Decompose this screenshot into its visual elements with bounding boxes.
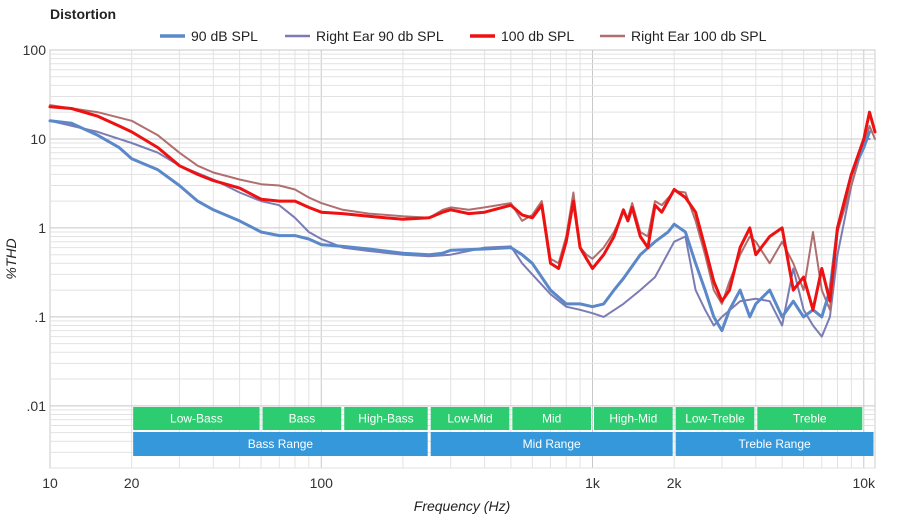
x-tick-label: 10 bbox=[42, 475, 58, 491]
band-box bbox=[512, 407, 592, 430]
band-box bbox=[133, 407, 260, 430]
y-axis-label: %THD bbox=[3, 238, 19, 279]
y-tick-label: .1 bbox=[34, 309, 46, 325]
series-line bbox=[49, 119, 871, 338]
band-label: Low-Mid bbox=[447, 412, 492, 426]
y-tick-label: 100 bbox=[23, 42, 47, 58]
y-axis-ticks: 100 10 1 .1 .01 bbox=[23, 42, 47, 414]
band-label: Treble bbox=[793, 412, 827, 426]
band-box bbox=[133, 432, 428, 456]
band-label: Low-Treble bbox=[685, 412, 745, 426]
band-label: High-Mid bbox=[609, 412, 657, 426]
x-tick-label: 1k bbox=[585, 475, 601, 491]
x-tick-label: 100 bbox=[310, 475, 334, 491]
band-label: Mid Range bbox=[523, 437, 581, 451]
frequency-bands: Low-Bass Bass High-Bass Low-Mid Mid High-Mid L… bbox=[133, 407, 874, 456]
series-line bbox=[48, 105, 877, 312]
band-box bbox=[430, 432, 673, 456]
legend-label: 100 db SPL bbox=[501, 28, 574, 44]
band-box bbox=[344, 407, 428, 430]
band-label: Mid bbox=[542, 412, 561, 426]
x-axis-ticks: 10 20 100 1k 2k 10k bbox=[42, 475, 876, 491]
y-tick-label: 10 bbox=[30, 131, 46, 147]
x-tick-label: 10k bbox=[852, 475, 876, 491]
legend-label: Right Ear 100 db SPL bbox=[631, 28, 767, 44]
series-line bbox=[48, 119, 871, 333]
band-label: Treble Range bbox=[738, 437, 811, 451]
band-label: Bass bbox=[289, 412, 316, 426]
x-tick-label: 2k bbox=[667, 475, 683, 491]
plot-area bbox=[49, 49, 876, 469]
band-label: High-Bass bbox=[358, 412, 413, 426]
y-tick-label: .01 bbox=[27, 398, 47, 414]
band-box bbox=[675, 407, 755, 430]
series-line bbox=[49, 104, 876, 311]
band-box bbox=[675, 432, 874, 456]
band-box bbox=[262, 407, 342, 430]
y-tick-label: 1 bbox=[38, 220, 46, 236]
band-box bbox=[757, 407, 863, 430]
series-lines bbox=[48, 104, 877, 338]
band-label: Bass Range bbox=[248, 437, 314, 451]
x-axis-label: Frequency (Hz) bbox=[414, 498, 510, 514]
legend: 90 dB SPL Right Ear 90 db SPL 100 db SPL Ri… bbox=[160, 28, 767, 44]
x-tick-label: 20 bbox=[124, 475, 140, 491]
legend-label: Right Ear 90 db SPL bbox=[316, 28, 444, 44]
band-box bbox=[594, 407, 673, 430]
band-box bbox=[430, 407, 510, 430]
band-label: Low-Bass bbox=[170, 412, 223, 426]
chart-title: Distortion bbox=[50, 6, 116, 22]
legend-label: 90 dB SPL bbox=[191, 28, 258, 44]
